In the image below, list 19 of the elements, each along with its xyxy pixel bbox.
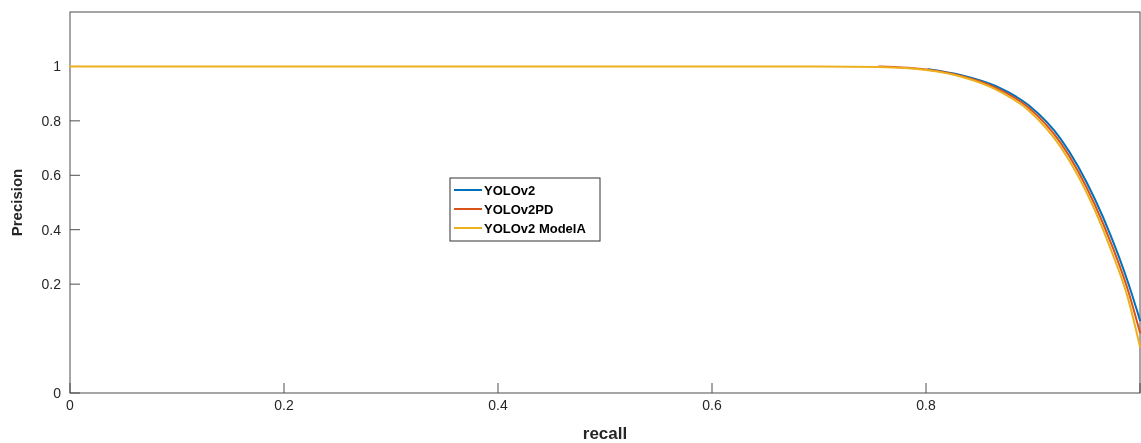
y-tick-label: 0.6 (41, 167, 62, 184)
legend-label: YOLOv2 (484, 182, 536, 198)
y-tick-label: 0.2 (41, 276, 62, 293)
x-tick-label: 0.2 (274, 397, 294, 413)
legend-label: YOLOv2PD (484, 201, 554, 217)
line-series (877, 65, 1141, 334)
x-tick-label: 0.6 (702, 397, 722, 413)
line-series (69, 65, 1141, 348)
y-tick-label: 0 (53, 384, 62, 401)
x-tick-label: 0.4 (488, 397, 508, 413)
legend-label: YOLOv2 ModelA (484, 220, 587, 236)
x-tick-label: 0 (66, 397, 75, 413)
line-series (927, 68, 1141, 322)
y-tick-label: 0.8 (41, 112, 62, 129)
y-tick-label: 1 (53, 58, 62, 75)
x-tick-label: 0.8 (916, 397, 936, 413)
x-axis-title: recall (582, 424, 628, 443)
y-tick-label: 0.4 (41, 221, 62, 238)
y-axis-title: Precision (8, 168, 25, 237)
